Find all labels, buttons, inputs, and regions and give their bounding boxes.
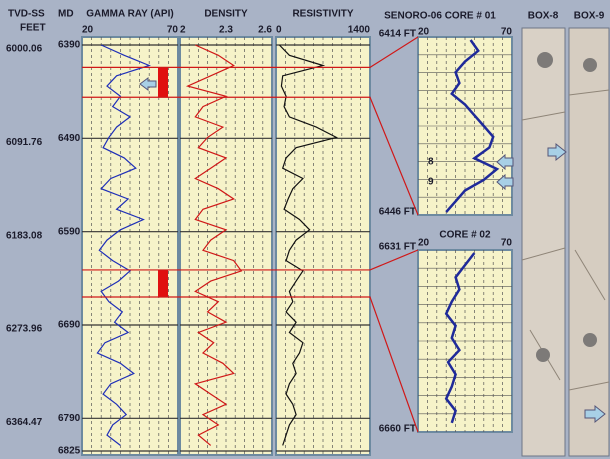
- tvd-label: 6000.06: [6, 44, 43, 55]
- md-label: MD: [58, 9, 74, 20]
- track-title: GAMMA RAY (API): [86, 9, 173, 20]
- tvd-label: 6091.76: [6, 137, 43, 148]
- core-title: CORE # 02: [439, 230, 491, 241]
- track-title: RESISTIVITY: [292, 9, 353, 20]
- core-scale-label: 20: [418, 27, 430, 38]
- scale-label: 2: [180, 25, 186, 36]
- core-bottom-label: 6446 FT: [379, 207, 416, 218]
- tvd-label: 6183.08: [6, 230, 43, 241]
- track-title: DENSITY: [204, 9, 248, 20]
- core-title: SENORO-06 CORE # 01: [384, 11, 496, 22]
- scale-label: 2.6: [258, 25, 272, 36]
- scale-label: 1400: [348, 25, 371, 36]
- tvd-label: 6273.96: [6, 324, 43, 335]
- md-label: 6590: [58, 226, 81, 237]
- scale-label: 20: [82, 25, 94, 36]
- md-label: 6790: [58, 413, 81, 424]
- scale-label: 0: [276, 25, 282, 36]
- scale-label: 70: [167, 25, 179, 36]
- cored-interval: [158, 270, 168, 297]
- tvd-label: 6364.47: [6, 417, 43, 428]
- md-label: 6690: [58, 320, 81, 331]
- core-top-label: 6631 FT: [379, 242, 416, 253]
- core-scale-label: 20: [418, 238, 430, 249]
- marker-label: 8: [428, 157, 434, 168]
- feet-label: FEET: [20, 23, 46, 34]
- core-scale-label: 70: [501, 27, 513, 38]
- md-label: 6825: [58, 446, 81, 457]
- marker-label: 9: [428, 177, 434, 188]
- well-log-figure: TVD-SS FEET MD 6390 6490 6590 6690 6790 6825 6…: [0, 0, 610, 459]
- core-photos: [522, 28, 609, 456]
- md-label: 6390: [58, 40, 81, 51]
- box-title: BOX-9: [574, 11, 605, 22]
- md-label: 6490: [58, 133, 81, 144]
- box-title: BOX-8: [528, 11, 559, 22]
- tvd-label: TVD-SS: [8, 9, 45, 20]
- cored-interval: [158, 67, 168, 97]
- core-bottom-label: 6660 FT: [379, 424, 416, 435]
- scale-label: 2.3: [219, 25, 233, 36]
- core-scale-label: 70: [501, 238, 513, 249]
- core-top-label: 6414 FT: [379, 29, 416, 40]
